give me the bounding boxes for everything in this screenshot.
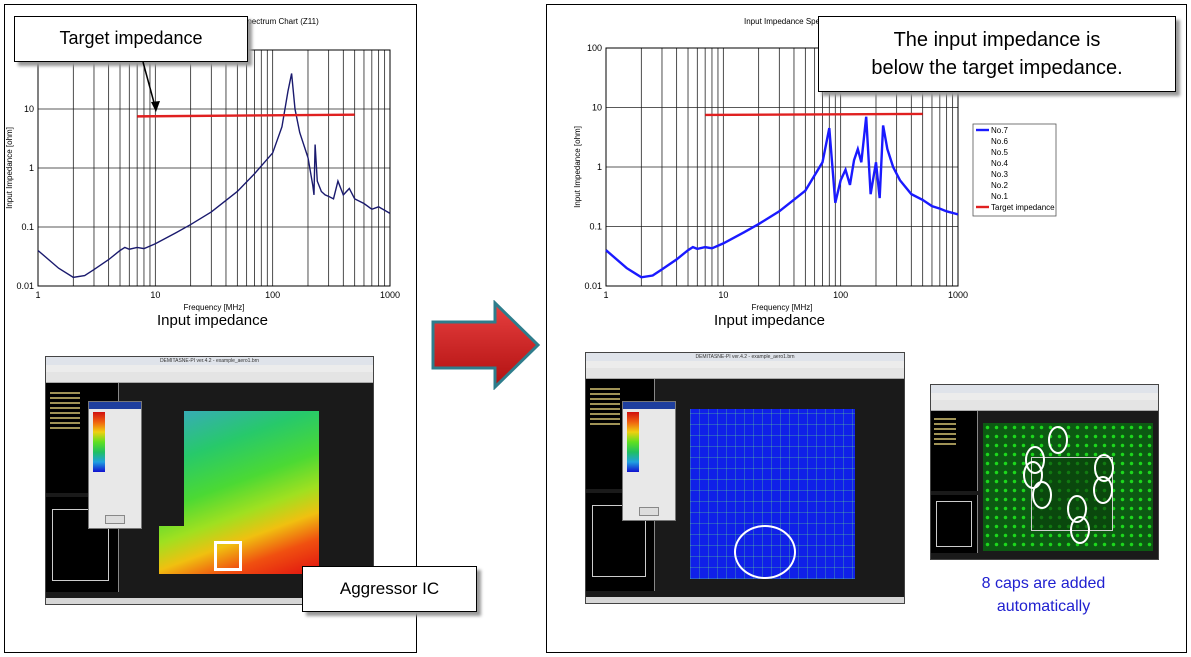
legend-box bbox=[972, 123, 1057, 217]
legend-entry: No.1 bbox=[991, 192, 1008, 201]
right-app-screenshot: DEMITASNE-PI ver.4.2 - example_aero1.brn bbox=[585, 352, 905, 604]
zoom-app-titlebar bbox=[931, 385, 1158, 393]
transition-arrow bbox=[431, 300, 541, 390]
zoom-board-view[interactable] bbox=[983, 423, 1153, 551]
left-app-toolbar[interactable] bbox=[46, 372, 373, 383]
left-colorscale-bar bbox=[93, 412, 105, 472]
y-tick-label: 100 bbox=[587, 43, 602, 53]
left-app-screenshot: DEMITASNE-PI ver.4.2 - example_aero1.brn bbox=[45, 356, 374, 605]
left-app-statusbar bbox=[46, 598, 373, 604]
added-caps-ovals[interactable] bbox=[931, 385, 1158, 559]
caps-added-note-line1: 8 caps are added bbox=[981, 575, 1106, 592]
below-target-callout-line2: below the target impedance. bbox=[871, 57, 1123, 79]
series-line bbox=[37, 73, 391, 279]
y-tick-label: 0.01 bbox=[584, 281, 602, 291]
right-dialog-ok-button[interactable] bbox=[639, 507, 659, 516]
right-app-statusbar bbox=[586, 597, 904, 603]
x-tick-label: 1 bbox=[35, 290, 40, 300]
right-impedance-chart: 1 10 100 1000 0.01 0.1 1 10 100 Frequency [MHz] In… bbox=[573, 17, 1057, 312]
legend-entry: No.7 bbox=[991, 126, 1008, 135]
zoom-app-preview-panel[interactable] bbox=[931, 495, 978, 553]
target-impedance-callout-text: Target impedance bbox=[59, 28, 203, 48]
x-tick-label: 10 bbox=[718, 290, 728, 300]
zoom-app-screenshot bbox=[930, 384, 1159, 560]
below-target-callout-line1: The input impedance is bbox=[893, 29, 1101, 51]
aggressor-ic-callout: Aggressor IC bbox=[302, 566, 477, 612]
y-tick-label: 1 bbox=[29, 163, 34, 173]
x-tick-label: 100 bbox=[265, 290, 280, 300]
y-tick-label: 1 bbox=[597, 162, 602, 172]
x-tick-label: 1000 bbox=[948, 290, 968, 300]
legend-entry: No.2 bbox=[991, 181, 1008, 190]
zoom-app-tree-panel[interactable] bbox=[931, 411, 978, 491]
series-line bbox=[137, 113, 355, 118]
right-app-menubar[interactable] bbox=[586, 361, 904, 368]
y-axis-label: Input Impedance [ohm] bbox=[5, 127, 14, 209]
legend-entry: No.3 bbox=[991, 170, 1008, 179]
y-tick-label: 0.1 bbox=[589, 222, 602, 232]
legend-entry: No.4 bbox=[991, 159, 1008, 168]
right-app-titlebar: DEMITASNE-PI ver.4.2 - example_aero1.brn bbox=[586, 353, 904, 361]
y-tick-label: 10 bbox=[24, 104, 34, 114]
y-axis-label: Input Impedance [ohm] bbox=[573, 126, 582, 208]
caps-added-note: 8 caps are added automatically bbox=[930, 572, 1157, 618]
left-app-menubar[interactable] bbox=[46, 365, 373, 372]
x-axis-label: Frequency [MHz] bbox=[752, 303, 813, 312]
left-dialog-ok-button[interactable] bbox=[105, 515, 125, 524]
series-line bbox=[705, 112, 923, 117]
below-target-callout: The input impedance is below the target … bbox=[818, 16, 1176, 92]
y-tick-label: 0.1 bbox=[21, 222, 34, 232]
right-app-tree-panel[interactable] bbox=[586, 379, 655, 489]
right-app-toolbar[interactable] bbox=[586, 368, 904, 379]
x-tick-label: 100 bbox=[833, 290, 848, 300]
left-app-titlebar: DEMITASNE-PI ver.4.2 - example_aero1.brn bbox=[46, 357, 373, 365]
legend-entry: No.6 bbox=[991, 137, 1008, 146]
left-chart-caption: Input impedance bbox=[157, 312, 268, 329]
right-colorscale-bar bbox=[627, 412, 639, 472]
left-board-notch bbox=[159, 411, 184, 526]
series-line bbox=[605, 116, 959, 279]
zoom-app-menubar[interactable] bbox=[931, 393, 1158, 400]
left-dialog-title bbox=[89, 402, 141, 409]
aggressor-ic-marker[interactable] bbox=[214, 541, 242, 571]
added-caps-ellipse[interactable] bbox=[734, 525, 796, 579]
plot-frame bbox=[605, 47, 959, 287]
legend-entry: No.5 bbox=[991, 148, 1008, 157]
chart-title: Spectrum Chart (Z11) bbox=[242, 17, 319, 26]
chart-title: Input Impedance Spe bbox=[744, 17, 821, 26]
right-app-preview-panel[interactable] bbox=[586, 493, 655, 591]
right-dialog-title bbox=[623, 402, 675, 409]
target-impedance-callout: Target impedance bbox=[14, 16, 248, 62]
y-tick-label: 10 bbox=[592, 103, 602, 113]
y-tick-label: 0.01 bbox=[16, 281, 34, 291]
legend-entry: Target impedance bbox=[991, 203, 1055, 212]
x-tick-label: 1000 bbox=[380, 290, 400, 300]
right-colorscale-dialog[interactable] bbox=[622, 401, 676, 521]
x-tick-label: 10 bbox=[150, 290, 160, 300]
x-tick-label: 1 bbox=[603, 290, 608, 300]
left-colorscale-dialog[interactable] bbox=[88, 401, 142, 529]
caps-added-note-line2: automatically bbox=[996, 598, 1091, 615]
x-axis-label: Frequency [MHz] bbox=[184, 303, 245, 312]
zoom-app-toolbar[interactable] bbox=[931, 400, 1158, 411]
aggressor-ic-callout-text: Aggressor IC bbox=[339, 579, 440, 598]
right-chart-caption: Input impedance bbox=[714, 312, 825, 329]
